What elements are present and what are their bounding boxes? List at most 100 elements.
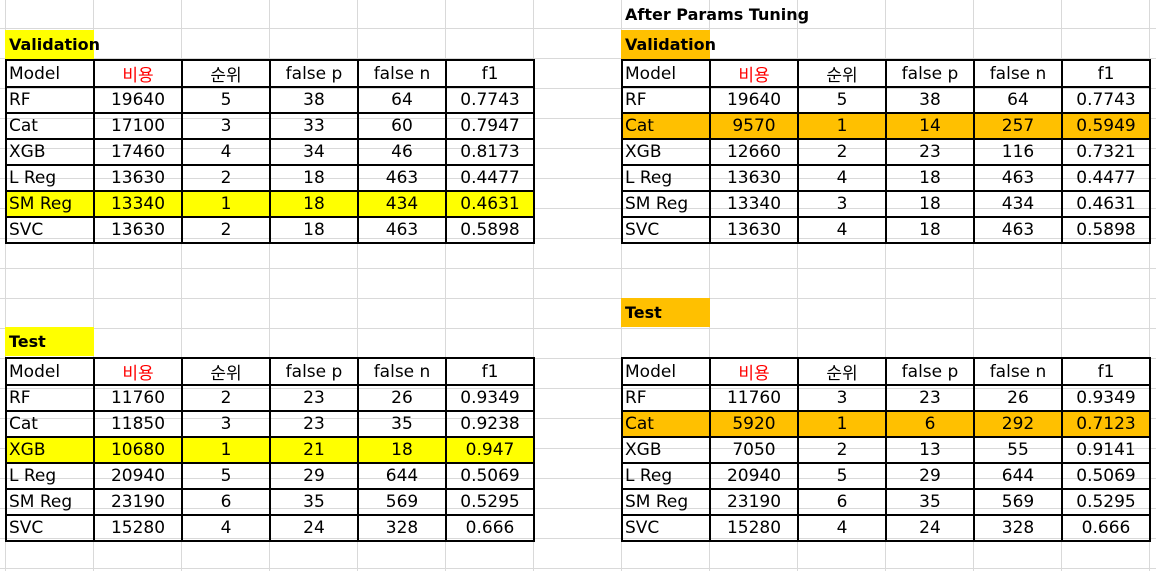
left-test-cell[interactable]: 21	[269, 436, 359, 464]
left-test-cell[interactable]: 6	[181, 488, 271, 516]
right-test-cell[interactable]: 6	[885, 410, 975, 438]
right-validation-cell[interactable]: 64	[973, 86, 1063, 114]
left-validation-cell[interactable]: 463	[357, 216, 447, 244]
left-test-cell[interactable]: 0.5069	[445, 462, 535, 490]
right-test-cell[interactable]: 55	[973, 436, 1063, 464]
left-validation-cell[interactable]: 60	[357, 112, 447, 140]
right-validation-cell[interactable]: 0.4477	[1061, 164, 1151, 192]
left-validation-header-cell[interactable]: 비용	[93, 59, 183, 88]
left-test-cell[interactable]: RF	[5, 384, 95, 412]
right-validation-cell[interactable]: 38	[885, 86, 975, 114]
after-params-tuning-title[interactable]: After Params Tuning	[625, 5, 810, 24]
right-test-cell[interactable]: 4	[797, 514, 887, 542]
right-test-cell[interactable]: 0.666	[1061, 514, 1151, 542]
right-validation-cell[interactable]: 463	[973, 164, 1063, 192]
left-test-label[interactable]: Test	[5, 327, 94, 356]
left-validation-cell[interactable]: 18	[269, 216, 359, 244]
right-test-header-cell[interactable]: Model	[621, 357, 711, 386]
left-test-cell[interactable]: 20940	[93, 462, 183, 490]
right-test-cell[interactable]: 328	[973, 514, 1063, 542]
left-test-cell[interactable]: 0.947	[445, 436, 535, 464]
right-test-cell[interactable]: 0.5069	[1061, 462, 1151, 490]
left-validation-cell[interactable]: 0.4477	[445, 164, 535, 192]
right-test-cell[interactable]: 13	[885, 436, 975, 464]
left-validation-cell[interactable]: 463	[357, 164, 447, 192]
left-test-cell[interactable]: 24	[269, 514, 359, 542]
left-test-header-cell[interactable]: false p	[269, 357, 359, 386]
left-validation-cell[interactable]: L Reg	[5, 164, 95, 192]
right-test-cell[interactable]: 15280	[709, 514, 799, 542]
left-test-cell[interactable]: 10680	[93, 436, 183, 464]
left-validation-cell[interactable]: 0.7947	[445, 112, 535, 140]
left-test-cell[interactable]: 23190	[93, 488, 183, 516]
left-validation-header-cell[interactable]: false n	[357, 59, 447, 88]
left-test-cell[interactable]: 11850	[93, 410, 183, 438]
left-validation-cell[interactable]: 18	[269, 190, 359, 218]
right-validation-cell[interactable]: SM Reg	[621, 190, 711, 218]
right-test-cell[interactable]: 2	[797, 436, 887, 464]
left-test-cell[interactable]: 11760	[93, 384, 183, 412]
left-test-cell[interactable]: 0.9349	[445, 384, 535, 412]
left-validation-cell[interactable]: 19640	[93, 86, 183, 114]
left-test-cell[interactable]: L Reg	[5, 462, 95, 490]
right-validation-cell[interactable]: 257	[973, 112, 1063, 140]
left-validation-cell[interactable]: XGB	[5, 138, 95, 166]
right-validation-cell[interactable]: 23	[885, 138, 975, 166]
left-test-cell[interactable]: SVC	[5, 514, 95, 542]
left-test-cell[interactable]: 0.5295	[445, 488, 535, 516]
left-test-header-cell[interactable]: Model	[5, 357, 95, 386]
left-test-cell[interactable]: 23	[269, 410, 359, 438]
left-test-cell[interactable]: 1	[181, 436, 271, 464]
right-test-cell[interactable]: 23190	[709, 488, 799, 516]
left-test-cell[interactable]: 0.666	[445, 514, 535, 542]
right-test-cell[interactable]: 6	[797, 488, 887, 516]
left-test-cell[interactable]: 23	[269, 384, 359, 412]
right-validation-header-cell[interactable]: false n	[973, 59, 1063, 88]
left-validation-cell[interactable]: 38	[269, 86, 359, 114]
right-validation-cell[interactable]: 13340	[709, 190, 799, 218]
right-test-header-cell[interactable]: 순위	[797, 357, 887, 386]
right-test-cell[interactable]: 569	[973, 488, 1063, 516]
right-validation-label[interactable]: Validation	[621, 30, 716, 59]
right-validation-cell[interactable]: SVC	[621, 216, 711, 244]
right-test-cell[interactable]: 7050	[709, 436, 799, 464]
left-validation-header-cell[interactable]: 순위	[181, 59, 271, 88]
right-test-cell[interactable]: RF	[621, 384, 711, 412]
left-test-cell[interactable]: 569	[357, 488, 447, 516]
right-test-cell[interactable]: XGB	[621, 436, 711, 464]
right-validation-cell[interactable]: 14	[885, 112, 975, 140]
left-test-cell[interactable]: 26	[357, 384, 447, 412]
right-validation-cell[interactable]: 12660	[709, 138, 799, 166]
left-test-cell[interactable]: 5	[181, 462, 271, 490]
right-test-cell[interactable]: 5920	[709, 410, 799, 438]
left-validation-cell[interactable]: 0.7743	[445, 86, 535, 114]
right-validation-cell[interactable]: L Reg	[621, 164, 711, 192]
right-test-cell[interactable]: SVC	[621, 514, 711, 542]
right-test-cell[interactable]: 20940	[709, 462, 799, 490]
left-test-cell[interactable]: 3	[181, 410, 271, 438]
right-test-cell[interactable]: 0.7123	[1061, 410, 1151, 438]
right-test-cell[interactable]: L Reg	[621, 462, 711, 490]
left-validation-cell[interactable]: 0.4631	[445, 190, 535, 218]
right-validation-cell[interactable]: 4	[797, 164, 887, 192]
left-validation-cell[interactable]: 17460	[93, 138, 183, 166]
left-test-cell[interactable]: 18	[357, 436, 447, 464]
left-validation-cell[interactable]: 4	[181, 138, 271, 166]
left-validation-cell[interactable]: 17100	[93, 112, 183, 140]
right-test-cell[interactable]: 644	[973, 462, 1063, 490]
right-validation-cell[interactable]: RF	[621, 86, 711, 114]
right-validation-cell[interactable]: 116	[973, 138, 1063, 166]
left-validation-cell[interactable]: 2	[181, 164, 271, 192]
right-validation-cell[interactable]: 0.7743	[1061, 86, 1151, 114]
left-test-cell[interactable]: 328	[357, 514, 447, 542]
left-test-cell[interactable]: XGB	[5, 436, 95, 464]
right-validation-cell[interactable]: 19640	[709, 86, 799, 114]
right-validation-cell[interactable]: 1	[797, 112, 887, 140]
right-validation-cell[interactable]: 0.5949	[1061, 112, 1151, 140]
left-test-header-cell[interactable]: f1	[445, 357, 535, 386]
right-validation-cell[interactable]: 4	[797, 216, 887, 244]
left-validation-header-cell[interactable]: Model	[5, 59, 95, 88]
right-test-cell[interactable]: 29	[885, 462, 975, 490]
right-test-cell[interactable]: 35	[885, 488, 975, 516]
left-validation-cell[interactable]: 0.8173	[445, 138, 535, 166]
